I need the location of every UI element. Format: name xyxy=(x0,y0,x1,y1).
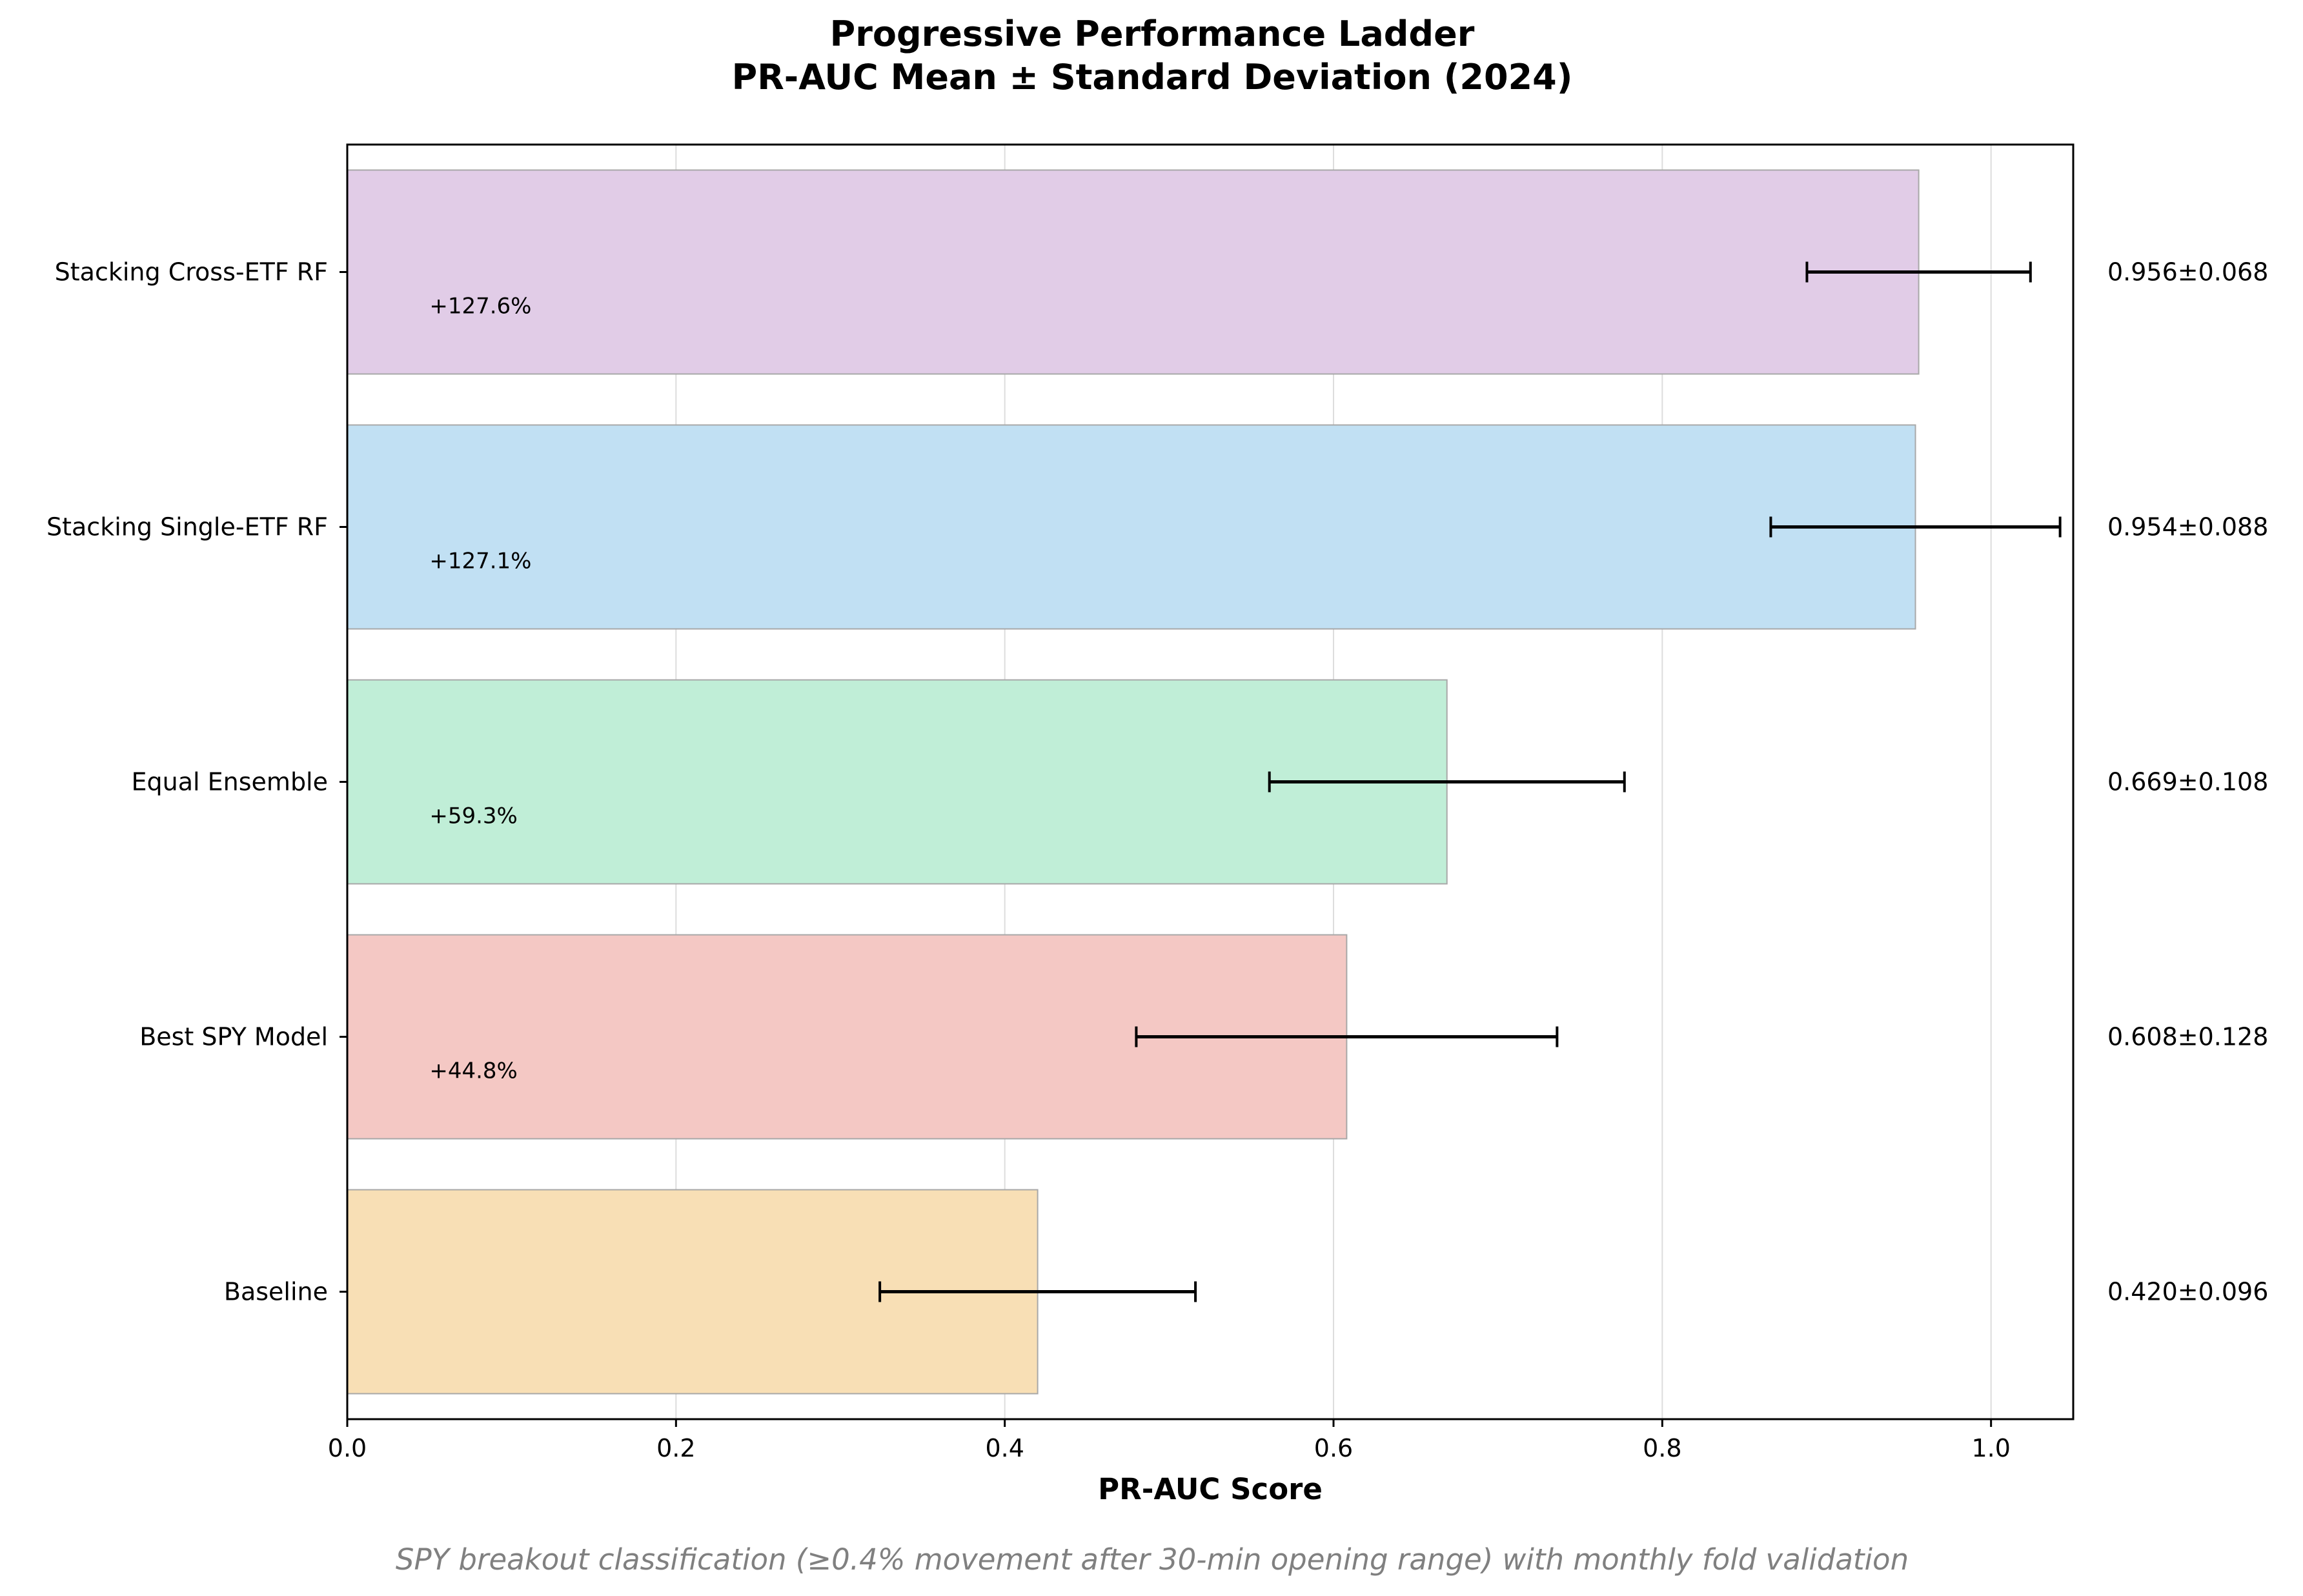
y-tick-label: Stacking Single-ETF RF xyxy=(46,513,328,541)
improvement-labels: +44.8% +59.3% +127.1% +127.6% xyxy=(429,294,531,1084)
bar-stacking-cross-etf-rf xyxy=(347,169,1920,375)
value-labels: 0.420±0.096 0.608±0.128 0.669±0.108 0.954±0… xyxy=(2107,258,2268,1306)
value-label: 0.608±0.128 xyxy=(2107,1023,2268,1051)
bars xyxy=(347,169,1920,1395)
x-tick-label: 0.6 xyxy=(1314,1434,1353,1462)
x-tick-label: 0.4 xyxy=(985,1434,1024,1462)
x-tick-label: 1.0 xyxy=(1971,1434,2010,1462)
improvement-label: +127.1% xyxy=(429,549,531,574)
improvement-label: +44.8% xyxy=(429,1058,518,1084)
y-axis-ticks: Baseline Best SPY Model Equal Ensemble Stac… xyxy=(46,258,347,1306)
y-tick-label: Best SPY Model xyxy=(139,1023,328,1051)
improvement-label: +127.6% xyxy=(429,294,531,319)
x-axis-label: PR-AUC Score xyxy=(1098,1472,1323,1506)
y-tick-label: Equal Ensemble xyxy=(132,768,328,796)
improvement-label: +59.3% xyxy=(429,803,518,829)
value-label: 0.669±0.108 xyxy=(2107,768,2268,796)
value-label: 0.956±0.068 xyxy=(2107,258,2268,287)
bar-equal-ensemble xyxy=(347,679,1448,885)
value-label: 0.954±0.088 xyxy=(2107,513,2268,541)
x-axis-ticks: 0.0 0.2 0.4 0.6 0.8 1.0 xyxy=(328,1419,2011,1462)
footnote: SPY breakout classification (≥0.4% movem… xyxy=(396,1542,1909,1577)
y-tick-label: Baseline xyxy=(224,1278,328,1306)
x-tick-label: 0.2 xyxy=(656,1434,695,1462)
y-tick-label: Stacking Cross-ETF RF xyxy=(55,258,328,287)
chart-title-line1: Progressive Performance Ladder xyxy=(830,14,1475,54)
error-bars xyxy=(878,261,2062,1302)
x-tick-label: 0.0 xyxy=(328,1434,367,1462)
value-label: 0.420±0.096 xyxy=(2107,1278,2268,1306)
x-tick-label: 0.8 xyxy=(1643,1434,1681,1462)
chart-title-line2: PR-AUC Mean ± Standard Deviation (2024) xyxy=(732,57,1573,97)
bar-stacking-single-etf-rf xyxy=(347,424,1916,630)
